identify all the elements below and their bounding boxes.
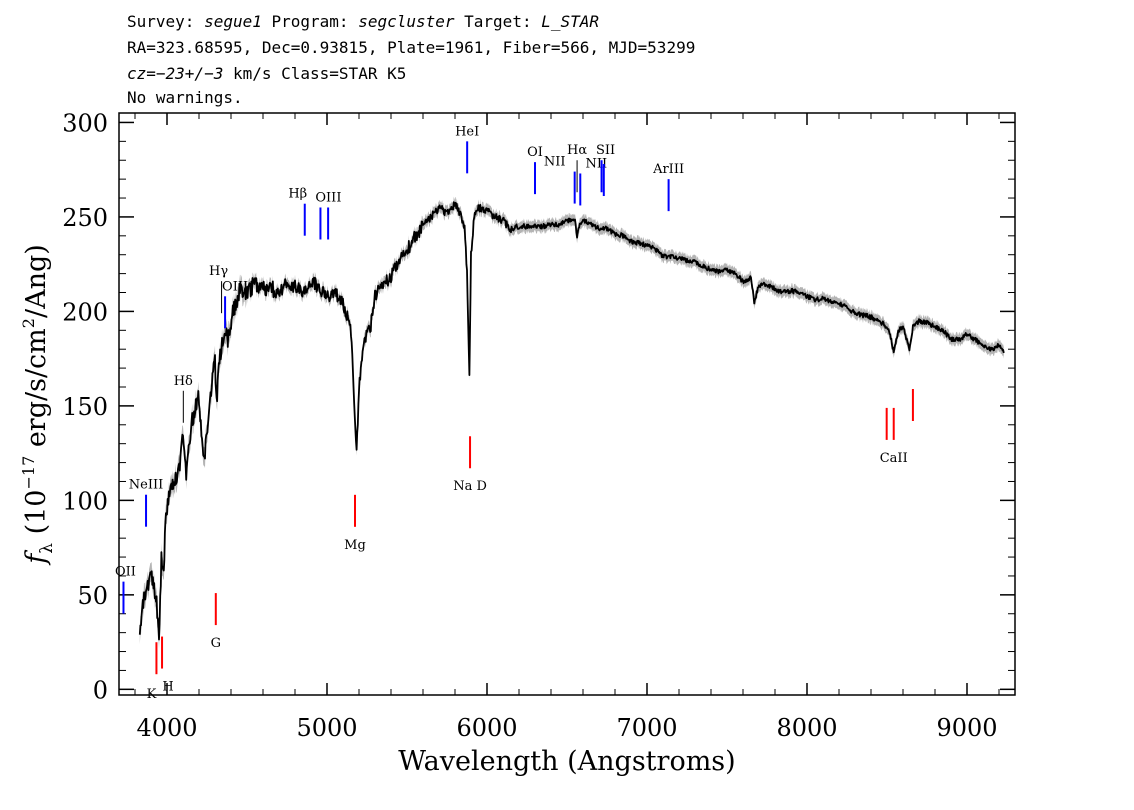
- header-line-2: RA=323.68595, Dec=0.93815, Plate=1961, F…: [127, 38, 695, 57]
- program-label: Program:: [262, 12, 358, 31]
- y-axis-exponent-2: 2: [19, 318, 38, 328]
- y-tick-label: 250: [62, 204, 108, 232]
- x-tick-label: 9000: [936, 714, 997, 742]
- spectral-line-label: Hα: [567, 143, 587, 158]
- y-tick-label: 100: [62, 487, 108, 515]
- spectral-line-label: CaII: [880, 451, 908, 466]
- y-axis-exponent-1: −17: [19, 456, 38, 490]
- survey-value: segue1: [204, 12, 262, 31]
- header-line-1: Survey: segue1 Program: segcluster Targe…: [127, 12, 599, 31]
- axis-ticks: [119, 113, 1015, 695]
- spectral-line-label: Hβ: [288, 187, 307, 202]
- cz-value: =−23+/−3: [146, 64, 223, 83]
- spectrum-line: [138, 201, 1005, 641]
- x-axis-title: Wavelength (Angstroms): [398, 746, 735, 777]
- y-axis-subscript: λ: [37, 543, 57, 554]
- spectral-line-label: Hδ: [174, 374, 193, 389]
- spectral-line-label: SII: [596, 143, 615, 158]
- survey-label: Survey:: [127, 12, 204, 31]
- target-value: L_STAR: [541, 12, 599, 31]
- spectral-line-label: K: [147, 687, 157, 702]
- y-axis-text-c: /Ang): [21, 244, 52, 318]
- spectral-line-label: Hγ: [209, 264, 228, 279]
- spectral-line-label: OIII: [222, 279, 248, 294]
- spectral-line-label: HeI: [455, 124, 479, 139]
- y-tick-label: 50: [77, 582, 108, 610]
- x-tick-label: 6000: [456, 714, 517, 742]
- y-tick-label: 300: [62, 109, 108, 137]
- spectral-line-label: Mg: [344, 538, 366, 553]
- header-line-3: cz=−23+/−3 km/s Class=STAR K5: [127, 64, 406, 83]
- spectral-line-label: NII: [544, 155, 566, 170]
- tick-labels: 4000 5000 6000 7000 8000 9000 0 50 100 150 200 250 3…: [62, 109, 997, 742]
- class-text: km/s Class=STAR K5: [223, 64, 406, 83]
- program-value: segcluster: [358, 12, 455, 31]
- x-tick-label: 5000: [296, 714, 357, 742]
- y-axis-text-a: (10: [21, 490, 52, 543]
- spectral-line-label: OIII: [315, 190, 341, 205]
- error-band: [139, 196, 1004, 649]
- header-line-4: No warnings.: [127, 88, 243, 107]
- plot-frame: [118, 112, 1016, 696]
- spectral-line-label: Na D: [453, 479, 487, 494]
- spectral-line-label: NeIII: [129, 478, 163, 493]
- x-tick-label: 7000: [616, 714, 677, 742]
- spectral-line-label: G: [211, 636, 221, 651]
- y-tick-label: 150: [62, 393, 108, 421]
- y-axis-title: fλ (10−17 erg/s/cm2/Ang): [19, 244, 57, 566]
- header-block: Survey: segue1 Program: segcluster Targe…: [127, 12, 695, 107]
- cz-label: cz: [127, 64, 146, 83]
- y-axis-text-b: erg/s/cm: [21, 328, 52, 456]
- series-layer: [138, 196, 1005, 649]
- y-tick-label: 0: [93, 676, 108, 704]
- y-tick-label: 200: [62, 298, 108, 326]
- spectral-line-label: OII: [115, 565, 136, 580]
- spectral-line-label: ArIII: [652, 162, 684, 177]
- target-label: Target:: [455, 12, 542, 31]
- x-tick-label: 4000: [136, 714, 197, 742]
- spectral-line-label: OI: [527, 145, 543, 160]
- spectral-line-label: H: [162, 680, 173, 695]
- x-tick-label: 8000: [776, 714, 837, 742]
